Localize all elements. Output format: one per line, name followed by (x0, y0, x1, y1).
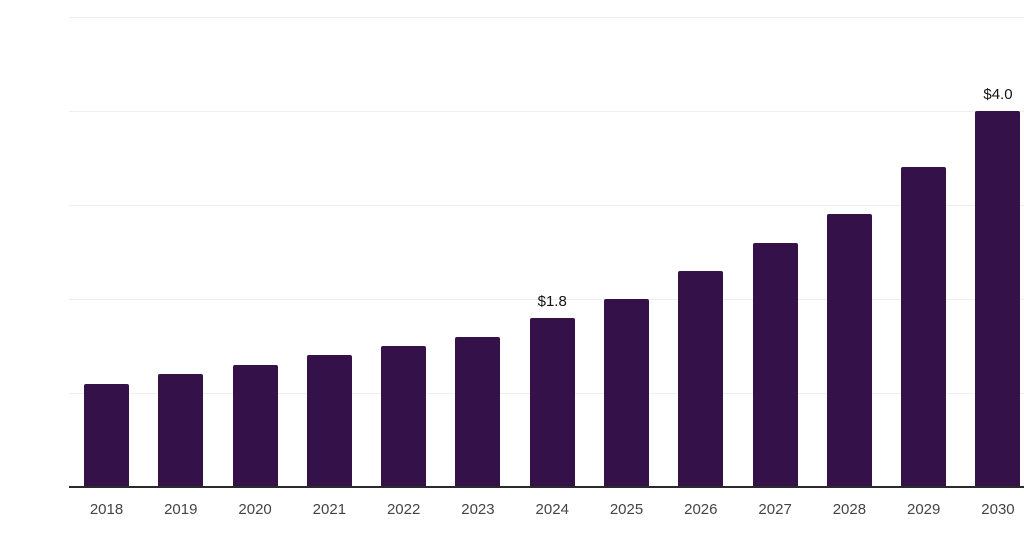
gridline-4 (69, 111, 1024, 112)
gridline-5 (69, 17, 1024, 18)
x-tick-2026: 2026 (684, 501, 718, 518)
bar-2030 (975, 111, 1021, 487)
bar-value-label-2024: $1.8 (537, 293, 567, 310)
x-tick-2020: 2020 (238, 501, 272, 518)
x-tick-2023: 2023 (461, 501, 495, 518)
x-tick-2030: 2030 (981, 501, 1015, 518)
x-tick-2028: 2028 (832, 501, 867, 518)
bar-chart: $1.8 $4.0 2018 2019 2020 2021 2022 2023 2024 202… (40, 16, 1024, 528)
x-tick-2018: 2018 (89, 501, 124, 518)
bar-2026 (678, 271, 724, 487)
x-tick-2022: 2022 (386, 501, 421, 518)
bar-2028 (826, 214, 872, 487)
bar-2025 (604, 299, 650, 487)
bar-2019 (158, 374, 204, 487)
x-tick-2021: 2021 (312, 501, 347, 518)
bar-2027 (752, 243, 798, 487)
x-tick-2025: 2025 (609, 501, 644, 518)
bar-2022 (381, 346, 427, 487)
x-tick-2024: 2024 (535, 501, 569, 518)
gridline-3 (69, 205, 1024, 206)
x-tick-2027: 2027 (758, 501, 792, 518)
bar-2018 (84, 384, 129, 487)
bar-value-label-2030: $4.0 (983, 86, 1013, 103)
x-tick-2019: 2019 (164, 501, 198, 518)
x-tick-2029: 2029 (907, 501, 941, 518)
x-axis-line (69, 486, 1024, 488)
bar-2024 (529, 318, 575, 487)
gridline-2 (69, 299, 1024, 300)
bar-2023 (455, 337, 501, 487)
bar-2020 (232, 365, 278, 487)
bar-2029 (901, 167, 947, 487)
bar-2021 (306, 355, 352, 487)
